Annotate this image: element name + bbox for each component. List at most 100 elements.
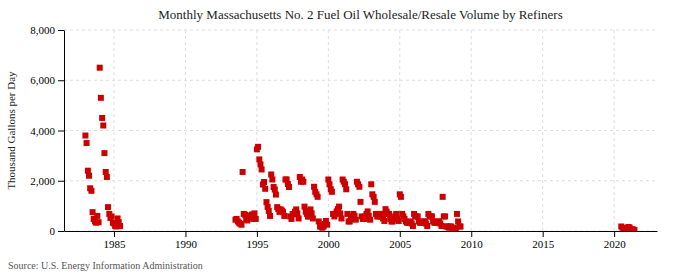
point [269, 176, 275, 182]
point [410, 223, 416, 229]
tick-mark [114, 231, 115, 237]
tick-label: 6,000 [30, 74, 55, 86]
point [281, 213, 287, 219]
point [88, 188, 94, 194]
point [84, 140, 90, 146]
chart: 1985 1990 1995 2000 2005 2010 2015 2020 0 2,000 4,… [0, 0, 675, 275]
point [240, 169, 246, 175]
point [372, 199, 378, 205]
point [315, 194, 321, 200]
point [262, 186, 268, 192]
x-axis: 1985 1990 1995 2000 2005 2010 2015 2020 [65, 231, 658, 250]
grid-line [64, 231, 657, 232]
tick-mark [400, 231, 401, 237]
tick: 2005 [389, 231, 412, 250]
point [117, 223, 123, 229]
point [109, 213, 115, 219]
point [86, 173, 92, 179]
point [336, 204, 342, 210]
grid-line [542, 30, 543, 231]
point [356, 184, 362, 190]
point [300, 179, 306, 185]
y-axis: 0 2,000 4,000 6,000 8,000 [30, 24, 64, 237]
tick-label: 2010 [461, 238, 484, 250]
tick: 1995 [246, 231, 269, 250]
point [358, 199, 364, 205]
grid [64, 30, 657, 231]
tick-mark [328, 231, 329, 237]
grid-line [64, 30, 657, 31]
grid-line [471, 30, 472, 231]
point [82, 133, 88, 139]
point [398, 194, 404, 200]
plot-area: 1985 1990 1995 2000 2005 2010 2015 2020 0 2,000 4,… [30, 24, 657, 250]
point [367, 217, 373, 223]
grid-line [64, 80, 657, 81]
tick-label: 2015 [532, 238, 555, 250]
points [82, 65, 637, 231]
point [98, 95, 104, 101]
point [458, 223, 464, 229]
point [99, 115, 105, 121]
point [255, 144, 261, 150]
point [310, 215, 316, 221]
tick-mark [58, 30, 64, 31]
point [286, 184, 292, 190]
point [368, 181, 374, 187]
tick: 6,000 [30, 74, 64, 86]
point [238, 222, 244, 228]
point [454, 211, 460, 217]
point [631, 227, 637, 231]
y-axis-title: Thousand Gallons per Day [5, 71, 17, 190]
point [381, 218, 387, 224]
tick: 2015 [532, 231, 555, 250]
tick: 8,000 [30, 24, 64, 36]
tick-mark [58, 131, 64, 132]
tick-label: 2020 [604, 238, 627, 250]
point [259, 166, 265, 172]
point [94, 213, 100, 219]
point [273, 192, 279, 198]
tick: 1990 [175, 231, 198, 250]
title: Monthly Massachusetts No. 2 Fuel Oil Who… [158, 7, 562, 22]
tick: 1985 [104, 231, 127, 250]
point [442, 213, 448, 219]
axis-line [64, 31, 65, 232]
point [338, 215, 344, 221]
tick-mark [185, 231, 186, 237]
tick: 2020 [604, 231, 627, 250]
tick-label: 1995 [246, 238, 269, 250]
tick-mark [58, 181, 64, 182]
tick-mark [58, 231, 64, 232]
tick: 2,000 [30, 175, 64, 187]
tick: 2010 [461, 231, 484, 250]
point [100, 122, 106, 128]
tick-label: 2000 [318, 238, 341, 250]
grid-line [64, 180, 657, 181]
point [96, 219, 102, 225]
point [104, 174, 110, 180]
tick-mark [543, 231, 544, 237]
point [105, 204, 111, 210]
point [267, 213, 273, 219]
point [101, 150, 107, 156]
tick: 4,000 [30, 125, 64, 137]
point [324, 222, 330, 228]
point [424, 223, 430, 229]
point [251, 210, 257, 216]
tick-label: 8,000 [30, 24, 55, 36]
tick: 0 [50, 225, 65, 237]
tick-label: 1990 [175, 238, 198, 250]
tick-label: 2,000 [30, 175, 55, 187]
axis-line [65, 231, 658, 232]
tick-label: 1985 [104, 238, 127, 250]
point [97, 65, 103, 71]
point [329, 189, 335, 195]
point [440, 194, 446, 200]
point [343, 186, 349, 192]
tick-label: 2005 [389, 238, 412, 250]
tick-mark [58, 80, 64, 81]
grid-line [64, 130, 657, 131]
point [353, 217, 359, 223]
tick-mark [471, 231, 472, 237]
